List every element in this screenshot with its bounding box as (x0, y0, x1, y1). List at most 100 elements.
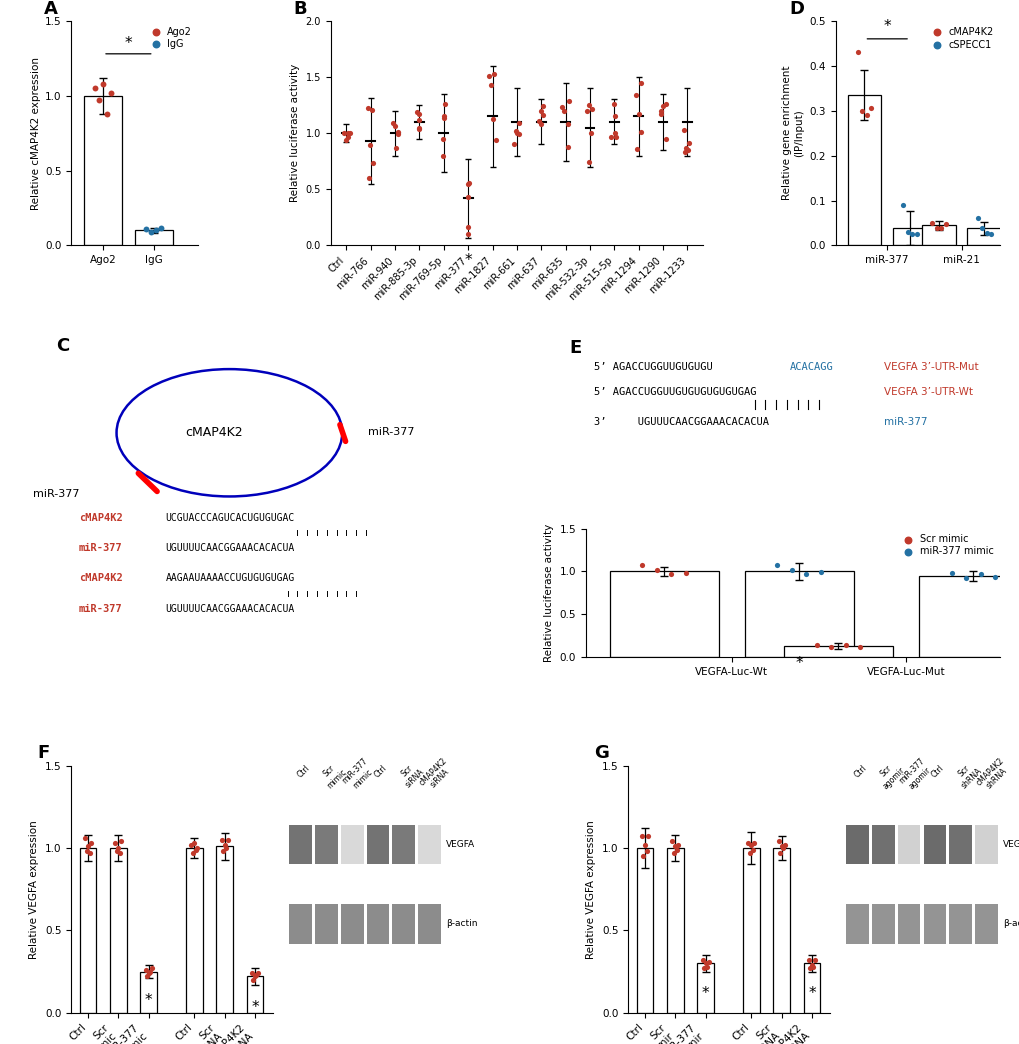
Point (631, 105, 647, 122)
Point (78, 843, 95, 859)
Point (183, 836, 200, 853)
Point (153, 219, 169, 236)
Point (977, 224, 994, 241)
Legend: Scr mimic, miR-377 mimic: Scr mimic, miR-377 mimic (897, 533, 994, 557)
Point (808, 637, 824, 654)
Point (783, 562, 799, 578)
Bar (247, 976, 263, 1013)
Text: AAGAAUAAAACCUGUGUGUGAG: AAGAAUAAAACCUGUGUGUGAG (165, 573, 294, 584)
Point (769, 833, 786, 850)
Point (605, 96, 622, 113)
Point (771, 845, 788, 861)
Point (768, 557, 785, 574)
Point (511, 115, 527, 132)
Point (459, 226, 475, 242)
Point (582, 125, 598, 142)
Point (774, 839, 791, 856)
Point (250, 965, 266, 981)
Point (187, 841, 204, 858)
Point (973, 220, 989, 237)
Point (654, 98, 671, 115)
Point (141, 965, 157, 981)
Text: Scr
siRNA: Scr siRNA (395, 760, 425, 790)
Text: cMAP4K2: cMAP4K2 (78, 573, 122, 584)
Point (634, 556, 650, 573)
Point (801, 959, 817, 976)
Text: Scr
shRNA: Scr shRNA (951, 759, 982, 790)
Point (91, 92, 107, 109)
Point (340, 125, 357, 142)
Point (665, 845, 682, 861)
Point (335, 124, 352, 141)
Point (83, 835, 99, 852)
Y-axis label: Relative luciferase activity: Relative luciferase activity (289, 64, 300, 203)
Point (112, 845, 128, 861)
Point (858, 106, 874, 123)
Point (483, 76, 499, 93)
Text: β-actin: β-actin (1002, 919, 1019, 928)
Point (744, 841, 760, 858)
Bar (784, 646, 892, 657)
Point (435, 110, 451, 126)
Point (775, 836, 792, 853)
Bar (697, 964, 713, 1013)
Bar (772, 848, 789, 1013)
Bar (744, 571, 853, 657)
Point (677, 143, 693, 160)
Point (247, 968, 263, 984)
Point (88, 80, 104, 97)
Point (434, 147, 450, 164)
Point (387, 140, 404, 157)
Point (362, 137, 378, 153)
Point (532, 102, 548, 119)
Point (364, 101, 380, 118)
Text: miR-377: miR-377 (882, 417, 926, 427)
Point (971, 566, 987, 583)
Point (741, 845, 757, 861)
Text: *: * (251, 999, 259, 1015)
Point (559, 139, 576, 156)
Point (184, 845, 201, 861)
Point (895, 196, 911, 213)
Text: B: B (293, 0, 307, 18)
Point (628, 141, 644, 158)
Bar (609, 571, 718, 657)
Y-axis label: Relative VEGFA expression: Relative VEGFA expression (30, 820, 40, 958)
Legend: cMAP4K2, cSPECC1: cMAP4K2, cSPECC1 (925, 26, 994, 50)
Point (79, 838, 96, 855)
Bar (79, 848, 97, 1013)
Point (578, 103, 594, 120)
Point (459, 176, 475, 193)
Point (639, 828, 655, 845)
Point (636, 836, 652, 853)
Text: Scr
agomir: Scr agomir (872, 759, 906, 791)
Point (110, 839, 126, 856)
Point (804, 958, 820, 975)
Text: UGUUUUCAACGGAAACACACUA: UGUUUUCAACGGAAACACACUA (165, 603, 294, 614)
Point (107, 835, 123, 852)
Point (635, 848, 651, 864)
Text: ACACAGG: ACACAGG (790, 362, 834, 372)
Point (633, 828, 649, 845)
Point (803, 956, 819, 973)
Point (510, 125, 526, 142)
Point (553, 98, 570, 115)
Point (923, 215, 940, 232)
Point (580, 96, 596, 113)
Point (216, 836, 232, 853)
Point (656, 96, 673, 113)
Text: 5’ AGACCUGGUUGUGUGU: 5’ AGACCUGGUUGUGUGU (593, 362, 712, 372)
Point (697, 955, 713, 972)
Text: miR-377
agomir: miR-377 agomir (897, 757, 933, 793)
Point (681, 135, 697, 151)
Point (389, 124, 406, 141)
Point (530, 113, 546, 129)
Text: miR-377: miR-377 (78, 603, 122, 614)
Point (678, 565, 694, 582)
Point (694, 952, 710, 969)
Point (957, 570, 973, 587)
Point (853, 102, 869, 119)
Text: *: * (807, 987, 815, 1001)
Point (460, 219, 476, 236)
Point (605, 124, 622, 141)
